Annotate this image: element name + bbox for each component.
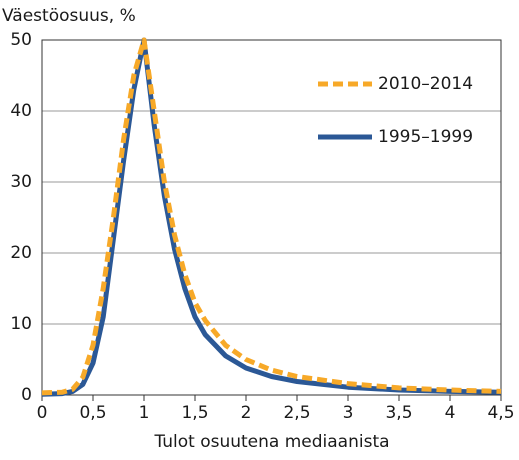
chart-title: Väestöosuus, % <box>2 6 136 26</box>
y-tick-label: 30 <box>10 172 32 192</box>
data-line <box>41 37 502 397</box>
x-axis-label: Tulot osuutena mediaanista <box>153 432 389 452</box>
x-tick-label: 2 <box>241 403 252 423</box>
x-tick-label: 4 <box>445 403 456 423</box>
x-tick-label: 1 <box>139 403 150 423</box>
plot-frame <box>41 39 502 396</box>
y-tick-label: 40 <box>10 101 32 121</box>
data-line <box>41 37 502 396</box>
x-tick-label: 4,5 <box>487 403 514 423</box>
x-tick-label: 3 <box>343 403 354 423</box>
x-tick-label: 1,5 <box>181 403 208 423</box>
y-tick-label: 20 <box>10 243 32 263</box>
x-tick-label: 2,5 <box>283 403 310 423</box>
y-tick-label: 10 <box>10 314 32 334</box>
y-tick-label: 50 <box>10 30 32 50</box>
legend-label: 2010–2014 <box>378 74 473 94</box>
y-tick-label: 0 <box>21 385 32 405</box>
x-tick-label: 0,5 <box>79 403 106 423</box>
legend-label: 1995–1999 <box>378 127 473 147</box>
x-tick-label: 3,5 <box>385 403 412 423</box>
x-tick-label: 0 <box>37 403 48 423</box>
